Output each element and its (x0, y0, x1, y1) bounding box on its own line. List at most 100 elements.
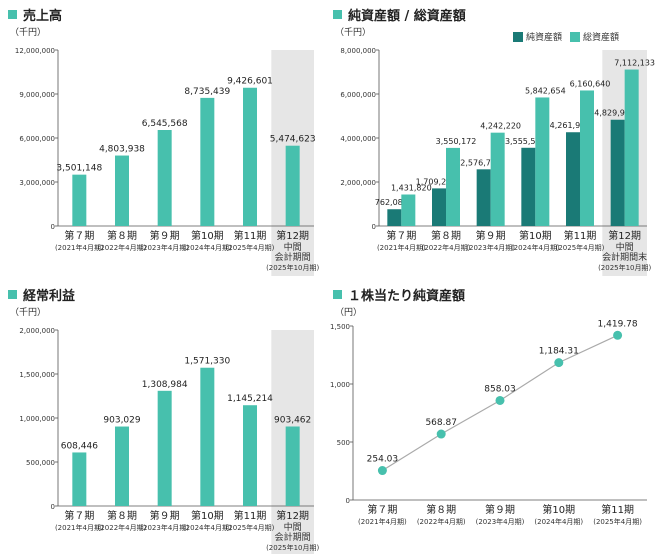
x-category-label: 第８期 (431, 229, 461, 242)
total-assets-value-label: 6,160,640 (570, 79, 611, 88)
x-sub-label: (2024年4月期) (183, 523, 232, 532)
legend-item-total-assets: 総資産額 (570, 30, 619, 43)
x-sub-label: (2023年4月期) (140, 523, 189, 532)
bar (243, 87, 257, 226)
x-category-label: 第12期 (608, 229, 641, 242)
x-sub-label: (2023年4月期) (140, 243, 189, 252)
total-assets-value-label: 1,431,820 (391, 183, 432, 192)
bar (115, 426, 129, 506)
legend-label-total-assets: 総資産額 (583, 33, 620, 43)
x-category-label: 第11期 (564, 229, 597, 242)
x-category-label: 第７期 (64, 509, 94, 522)
bar (285, 426, 300, 506)
net-assets-bar (432, 188, 446, 226)
x-sub-label: (2025年4月期) (593, 517, 642, 526)
assets-unit-label: （千円） (335, 27, 371, 38)
y-tick-label: 1,500,000 (19, 371, 55, 379)
x-sub-label: (2025年10月期) (266, 543, 319, 552)
data-point (613, 330, 623, 340)
y-tick-label: 0 (51, 503, 55, 511)
x-sub-label: (2022年4月期) (98, 523, 147, 532)
x-sub-label: (2025年10月期) (598, 263, 651, 272)
legend-label-net-assets: 純資産額 (526, 33, 563, 43)
y-tick-label: 9,000,000 (19, 91, 55, 99)
x-category-label: 第８期 (107, 229, 137, 242)
bar-value-label: 6,545,568 (142, 119, 188, 129)
y-tick-label: 1,000,000 (19, 415, 55, 423)
total-assets-bar (490, 132, 505, 226)
net-assets-value-label: 1,709,261 (416, 177, 457, 186)
bar (72, 174, 87, 226)
bar-value-label: 608,446 (61, 441, 98, 451)
x-sub-label: (2022年4月期) (417, 517, 466, 526)
x-category-label: 第８期 (107, 509, 137, 522)
total-assets-bar (446, 147, 460, 226)
data-point (554, 358, 564, 368)
net-assets-value-label: 3,555,573 (505, 137, 546, 146)
x-category-label: 第８期 (426, 503, 456, 516)
x-sub-label: (2021年4月期) (377, 243, 426, 252)
y-tick-label: 500 (337, 439, 350, 447)
x-category-label: 第９期 (150, 509, 180, 522)
total-assets-value-label: 3,550,172 (436, 137, 477, 146)
data-point-value-label: 858.03 (484, 384, 516, 394)
net-assets-bar (476, 169, 491, 226)
data-point-value-label: 1,419.78 (598, 319, 638, 329)
x-sub-label: 中間 (616, 241, 634, 253)
x-sub-label: 中間 (284, 521, 302, 533)
x-sub-label: (2024年4月期) (511, 243, 560, 252)
y-tick-label: 12,000,000 (15, 47, 55, 55)
net-assets-bar (521, 147, 536, 226)
y-tick-label: 0 (346, 497, 350, 505)
bar-value-label: 3,501,148 (56, 164, 102, 174)
x-category-label: 第12期 (276, 229, 309, 242)
net-assets-value-label: 762,081 (375, 198, 408, 207)
bar-value-label: 903,029 (103, 416, 140, 426)
ordinary-profit-chart-panel: 経常利益 （千円） 0 500,000 1,000,000 1,500,000 2,000… (8, 286, 320, 554)
assets-bar-chart: （千円） 0 2,000,000 4,000,000 6,000,000 8,000,00… (335, 27, 655, 276)
bps-chart-title: １株当たり純資産額 (333, 286, 465, 304)
x-sub-label: 会計期間 (275, 531, 311, 543)
bar-value-label: 903,462 (274, 415, 311, 425)
bar-value-label: 1,308,984 (142, 380, 188, 390)
x-category-label: 第10期 (191, 229, 224, 242)
bar (200, 367, 215, 506)
bps-unit-label: （円） (335, 307, 362, 318)
bar (157, 129, 172, 226)
bar-value-label: 1,145,214 (227, 394, 273, 404)
sales-bar-chart: （千円） 0 3,000,000 6,000,000 9,000,000 12,000,0… (10, 27, 320, 276)
bps-chart-panel: １株当たり純資産額 （円） 0 500 1,000 1,500 254.03 568.87 8… (330, 286, 651, 554)
legend-item-net-assets: 純資産額 (513, 30, 562, 43)
bar-value-label: 8,735,439 (184, 87, 230, 97)
y-tick-label: 0 (51, 223, 55, 231)
x-sub-label: (2025年4月期) (226, 243, 275, 252)
y-tick-label: 6,000,000 (19, 135, 55, 143)
x-sub-label: (2025年10月期) (266, 263, 319, 272)
bar-value-label: 4,803,938 (99, 145, 145, 155)
x-category-label: 第７期 (367, 503, 397, 516)
y-tick-label: 1,000 (330, 381, 350, 389)
assets-legend: 純資産額 総資産額 (505, 30, 619, 43)
x-category-label: 第７期 (64, 229, 94, 242)
bar (243, 405, 257, 506)
title-marker (333, 289, 342, 299)
total-assets-value-label: 5,842,654 (525, 86, 566, 95)
bps-line-chart: （円） 0 500 1,000 1,500 254.03 568.87 858.03 1,184… (330, 307, 647, 526)
assets-chart-title: 純資産額 / 総資産額 (333, 6, 466, 24)
net-assets-bar (566, 132, 580, 226)
x-category-label: 第10期 (542, 503, 575, 516)
data-point (377, 466, 387, 476)
x-category-label: 第７期 (386, 229, 416, 242)
y-tick-label: 500,000 (26, 459, 55, 467)
x-category-label: 第11期 (234, 509, 267, 522)
net-assets-bar (387, 209, 402, 226)
y-tick-label: 1,500 (330, 323, 350, 331)
sales-chart-title: 売上高 (8, 6, 62, 24)
net-assets-value-label: 4,829,951 (594, 109, 635, 118)
y-tick-label: 8,000,000 (340, 47, 376, 55)
sales-chart-panel: 売上高 （千円） 0 3,000,000 6,000,000 9,000,000 12,0… (8, 6, 320, 276)
data-point-value-label: 254.03 (367, 455, 399, 465)
x-sub-label: (2022年4月期) (98, 243, 147, 252)
total-assets-bar (580, 90, 594, 227)
x-sub-label: 会計期間末 (602, 251, 647, 263)
